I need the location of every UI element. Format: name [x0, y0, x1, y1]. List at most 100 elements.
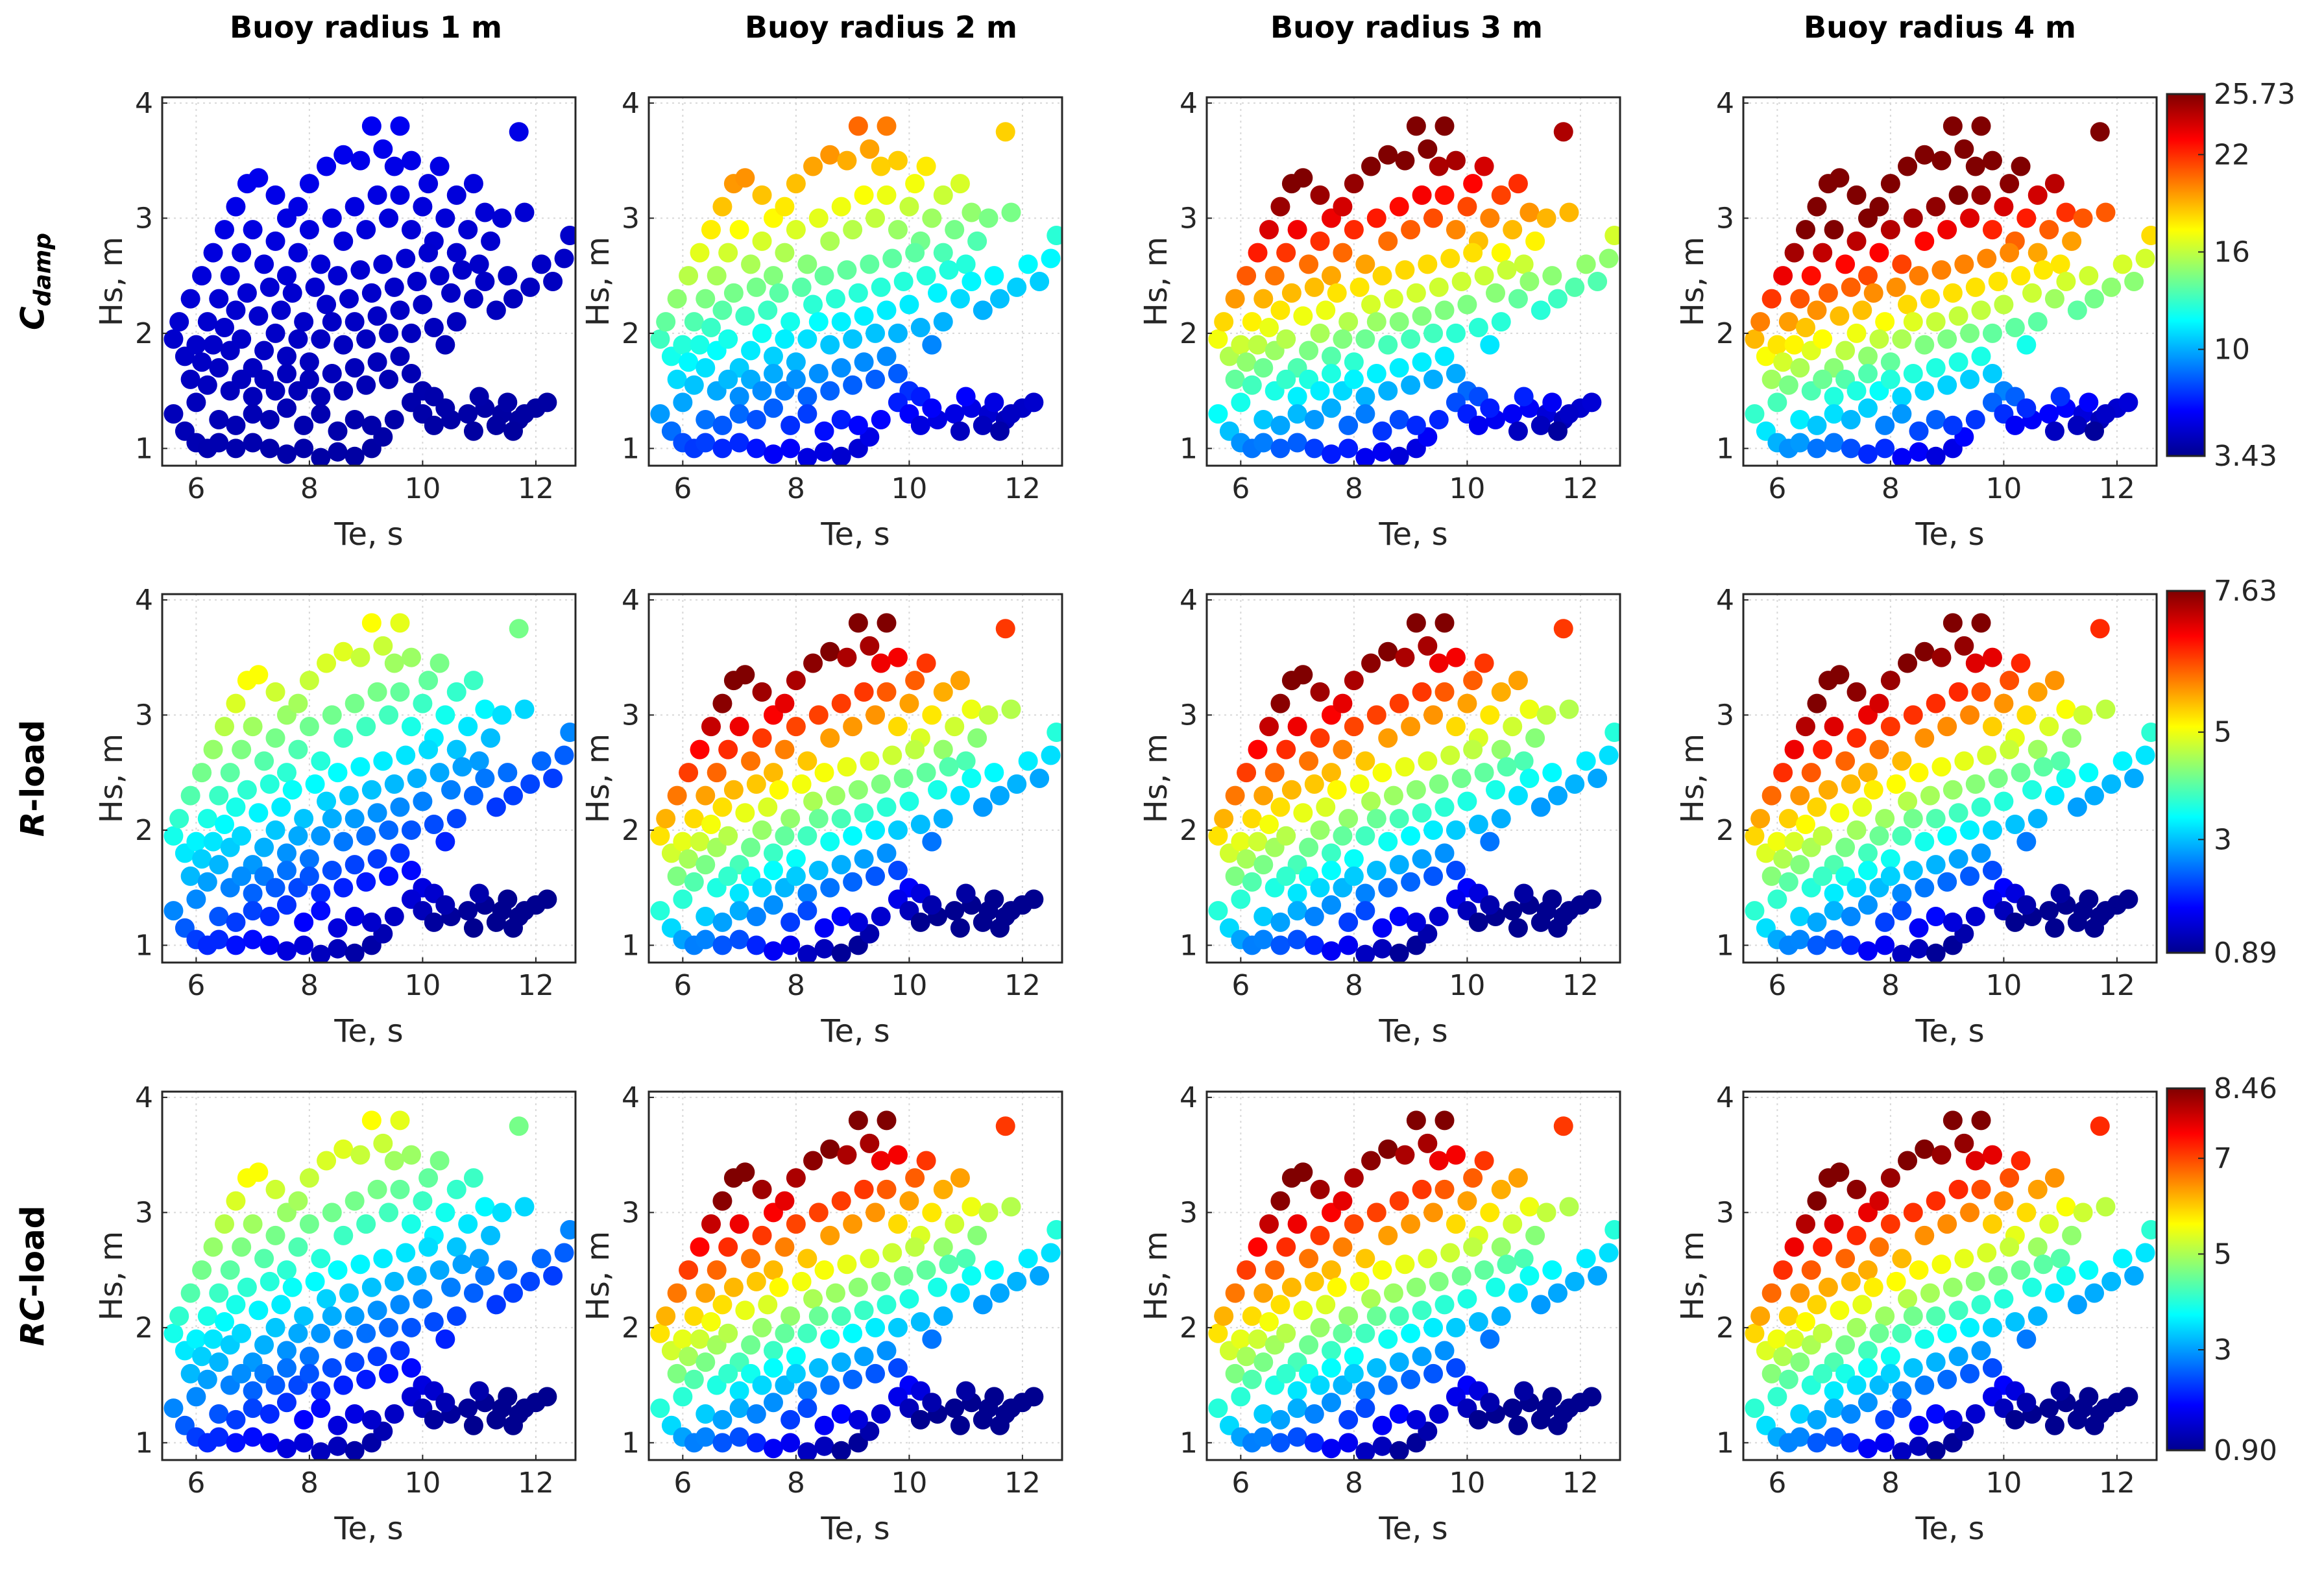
scatter-point — [1265, 266, 1285, 286]
scatter-point — [2073, 208, 2093, 228]
scatter-point — [288, 243, 308, 263]
scatter-point — [820, 878, 840, 898]
scatter-point — [384, 410, 404, 429]
scatter-point — [1875, 438, 1895, 459]
scatter-point — [684, 312, 704, 332]
scatter-point — [209, 785, 229, 806]
scatter-point — [1361, 294, 1381, 315]
scatter-point — [2027, 739, 2048, 760]
scatter-point — [933, 809, 953, 829]
scatter-point — [361, 415, 381, 435]
x-tick-label: 8 — [300, 969, 319, 1002]
scatter-point — [1915, 728, 1935, 748]
scatter-point — [1508, 785, 1528, 806]
scatter-point — [1310, 185, 1330, 205]
scatter-point — [803, 1289, 823, 1309]
scatter-point — [1366, 1358, 1386, 1378]
x-tick-label: 12 — [1004, 472, 1041, 505]
y-tick-label: 2 — [1716, 814, 1734, 847]
colorbar-frame — [2166, 1087, 2206, 1452]
scatter-point — [1926, 312, 1946, 332]
scatter-point — [1316, 797, 1336, 817]
scatter-point — [226, 935, 246, 955]
scatter-point — [679, 266, 699, 286]
scatter-point — [192, 352, 212, 372]
scatter-point — [1773, 1260, 1793, 1280]
scatter-point — [1304, 774, 1324, 794]
scatter-point — [1982, 1358, 2002, 1378]
scatter-point — [413, 197, 433, 217]
scatter-point — [1807, 1295, 1827, 1315]
scatter-point — [696, 785, 716, 806]
scatter-point — [2124, 272, 2144, 291]
scatter-point — [837, 1145, 857, 1165]
scatter-point — [1372, 918, 1392, 938]
scatter-point — [1813, 826, 1833, 846]
scatter-point — [1047, 226, 1062, 245]
x-tick-label: 8 — [1345, 472, 1363, 505]
scatter-point — [1366, 809, 1386, 829]
scatter-point — [1270, 1409, 1290, 1430]
scatter-point — [1237, 266, 1257, 286]
scatter-point — [1457, 197, 1477, 217]
scatter-point — [1846, 1375, 1867, 1395]
scatter-point — [1531, 415, 1551, 435]
scatter-point — [367, 682, 387, 702]
scatter-point — [226, 415, 246, 435]
colorbar-tick-label: 5 — [2214, 1238, 2232, 1271]
scatter-point — [186, 832, 206, 852]
scatter-point — [237, 780, 257, 800]
scatter-point — [356, 1323, 376, 1343]
scatter-point — [356, 220, 376, 240]
scatter-point — [752, 682, 772, 702]
scatter-point — [418, 671, 439, 691]
scatter-point — [696, 1427, 716, 1447]
scatter-point — [1954, 1249, 1974, 1269]
y-tick-label: 4 — [1716, 584, 1734, 617]
scatter-point — [333, 145, 354, 165]
scatter-point — [367, 306, 387, 326]
scatter-point — [1480, 832, 1500, 852]
scatter-point — [514, 1197, 535, 1217]
scatter-point — [1750, 809, 1771, 829]
scatter-point — [1869, 1191, 1889, 1211]
scatter-point — [396, 745, 416, 765]
scatter-point — [2118, 889, 2138, 909]
scatter-point — [1389, 1352, 1409, 1372]
scatter-point — [2016, 1203, 2037, 1223]
scatter-point — [1321, 364, 1341, 383]
scatter-point — [232, 369, 252, 389]
scatter-point — [1531, 1295, 1551, 1315]
scatter-point — [820, 381, 840, 401]
x-tick-label: 6 — [1231, 1467, 1250, 1500]
scatter-point — [1225, 1283, 1245, 1303]
scatter-point — [1818, 780, 1838, 800]
scatter-point — [1412, 352, 1432, 372]
scatter-point — [1824, 433, 1844, 453]
scatter-point — [1863, 283, 1883, 303]
scatter-point — [248, 803, 269, 823]
scatter-point — [1892, 329, 1912, 349]
scatter-point — [1965, 1404, 1985, 1424]
scatter-point — [543, 769, 563, 788]
x-axis-label: Te, s — [1915, 1013, 1984, 1049]
scatter-point — [2062, 1225, 2082, 1245]
scatter-point — [430, 1151, 450, 1171]
scatter-point — [1937, 1214, 1957, 1234]
scatter-point — [718, 866, 738, 886]
scatter-point — [922, 895, 942, 915]
scatter-point — [1463, 243, 1483, 263]
y-tick-label: 4 — [1180, 584, 1198, 617]
scatter-point — [2067, 415, 2087, 435]
scatter-point — [1559, 404, 1579, 424]
scatter-point — [243, 404, 263, 424]
scatter-point — [1880, 866, 1900, 886]
scatter-point — [1830, 306, 1850, 326]
scatter-point — [1395, 757, 1415, 777]
x-axis-label: Te, s — [820, 516, 890, 553]
scatter-point — [1007, 1271, 1027, 1291]
scatter-point — [990, 1415, 1010, 1435]
scatter-point — [1807, 1409, 1827, 1430]
scatter-point — [1824, 220, 1844, 240]
